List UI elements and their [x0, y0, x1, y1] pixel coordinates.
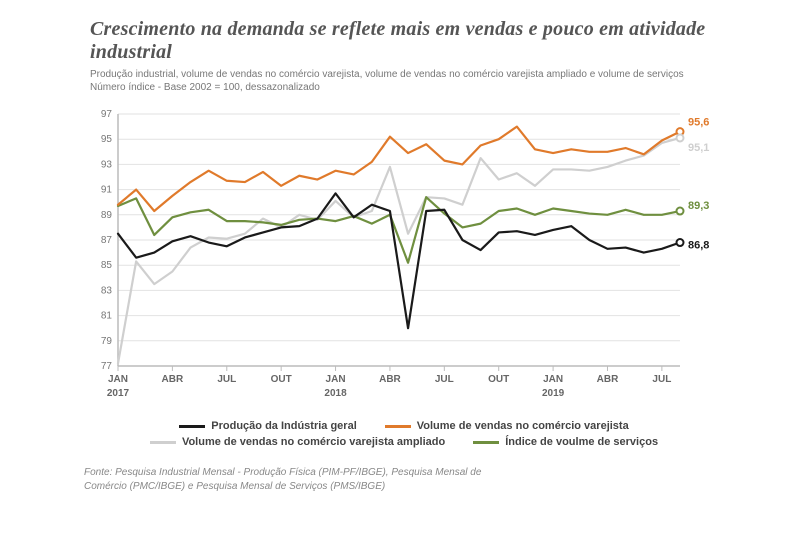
svg-text:97: 97: [101, 109, 113, 120]
end-label-servicos: 89,3: [688, 200, 709, 212]
svg-text:JUL: JUL: [217, 374, 236, 385]
subtitle-line-1: Produção industrial, volume de vendas no…: [90, 68, 770, 81]
end-marker-servicos: [677, 208, 684, 215]
legend-label: Volume de vendas no comércio varejista: [417, 420, 629, 432]
svg-text:ABR: ABR: [162, 374, 184, 385]
svg-text:2019: 2019: [542, 388, 565, 399]
legend-label: Produção da Indústria geral: [211, 420, 356, 432]
svg-text:OUT: OUT: [488, 374, 509, 385]
legend-item-producao: Produção da Indústria geral: [179, 420, 356, 432]
svg-text:ABR: ABR: [597, 374, 619, 385]
legend-label: Índice de voulme de serviços: [505, 436, 658, 448]
legend-swatch: [385, 425, 411, 428]
legend-item-ampliado: Volume de vendas no comércio varejista a…: [150, 436, 445, 448]
svg-text:95: 95: [101, 134, 113, 145]
end-label-varejista: 95,6: [688, 117, 709, 129]
chart-page: Crescimento na demanda se reflete mais e…: [0, 0, 800, 533]
legend-item-servicos: Índice de voulme de serviços: [473, 436, 658, 448]
legend-label: Volume de vendas no comércio varejista a…: [182, 436, 445, 448]
series-ampliado: [118, 138, 680, 364]
svg-text:85: 85: [101, 260, 113, 271]
page-subtitle: Produção industrial, volume de vendas no…: [90, 68, 770, 94]
svg-text:2017: 2017: [107, 388, 130, 399]
svg-text:JUL: JUL: [435, 374, 454, 385]
svg-text:JAN: JAN: [543, 374, 563, 385]
source-footer: Fonte: Pesquisa Industrial Mensal - Prod…: [84, 466, 770, 493]
chart-svg: 77 79 81 83 85 87 89 91 93 95 97 JAN 2017 ABR JUL OUT JA…: [84, 108, 724, 408]
svg-text:93: 93: [101, 159, 113, 170]
end-marker-ampliado: [677, 134, 684, 141]
svg-text:79: 79: [101, 336, 113, 347]
svg-text:77: 77: [101, 361, 113, 372]
svg-text:JAN: JAN: [108, 374, 128, 385]
subtitle-line-2: Número índice - Base 2002 = 100, dessazo…: [90, 81, 770, 94]
svg-text:81: 81: [101, 311, 113, 322]
svg-text:83: 83: [101, 285, 113, 296]
svg-text:89: 89: [101, 210, 113, 221]
svg-text:87: 87: [101, 235, 113, 246]
legend-swatch: [150, 441, 176, 444]
svg-text:JAN: JAN: [326, 374, 346, 385]
line-chart: 77 79 81 83 85 87 89 91 93 95 97 JAN 2017 ABR JUL OUT JA…: [84, 108, 724, 408]
svg-text:OUT: OUT: [271, 374, 292, 385]
end-marker-producao: [677, 239, 684, 246]
svg-text:91: 91: [101, 185, 113, 196]
source-line-1: Fonte: Pesquisa Industrial Mensal - Prod…: [84, 466, 770, 480]
series-servicos: [118, 197, 680, 263]
svg-text:JUL: JUL: [652, 374, 671, 385]
legend-item-varejista: Volume de vendas no comércio varejista: [385, 420, 629, 432]
legend-swatch: [473, 441, 499, 444]
source-line-2: Comércio (PMC/IBGE) e Pesquisa Mensal de…: [84, 480, 770, 494]
svg-text:ABR: ABR: [379, 374, 401, 385]
svg-text:2018: 2018: [324, 388, 347, 399]
legend-swatch: [179, 425, 205, 428]
end-label-ampliado: 95,1: [688, 142, 709, 154]
page-title: Crescimento na demanda se reflete mais e…: [90, 18, 770, 64]
end-label-producao: 86,8: [688, 240, 709, 252]
legend: Produção da Indústria geral Volume de ven…: [84, 418, 724, 450]
